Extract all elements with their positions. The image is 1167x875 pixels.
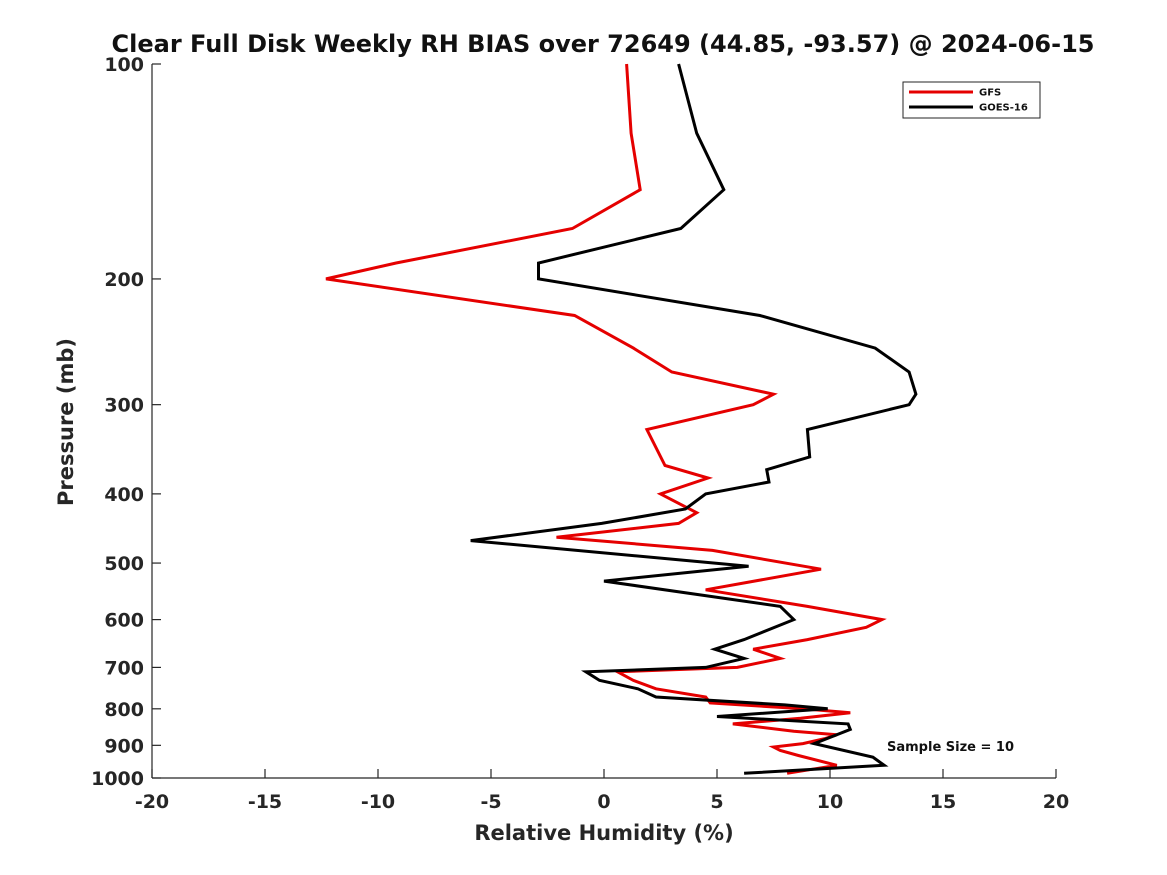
x-tick-label: -15 xyxy=(248,791,282,813)
y-tick-label: 700 xyxy=(104,657,144,679)
y-tick-label: 200 xyxy=(104,269,144,291)
x-tick-label: 15 xyxy=(930,791,956,813)
legend-box xyxy=(902,81,1041,119)
y-tick-label: 400 xyxy=(104,484,144,506)
x-tick-label: 0 xyxy=(597,791,610,813)
y-tick-label: 100 xyxy=(104,54,144,76)
x-axis-label: Relative Humidity (%) xyxy=(474,821,733,845)
y-tick-label: 500 xyxy=(104,553,144,575)
x-tick-label: -5 xyxy=(480,791,501,813)
y-tick-label: 900 xyxy=(104,735,144,757)
series-layer xyxy=(325,63,918,775)
legend-label: GFS xyxy=(979,88,1001,99)
x-tick-label: 10 xyxy=(817,791,843,813)
series-line-goes-16 xyxy=(470,63,918,775)
x-axis: -20 -15 -10 -5 0 5 10 15 20 xyxy=(135,769,1069,813)
y-tick-label: 1000 xyxy=(91,768,144,790)
y-tick-label: 300 xyxy=(104,395,144,417)
y-tick-label: 800 xyxy=(104,699,144,721)
y-axis: 100 200 300 400 500 600 700 800 900 1000 xyxy=(91,54,161,790)
sample-size-annotation: Sample Size = 10 xyxy=(887,740,1014,755)
legend-label: GOES-16 xyxy=(979,103,1028,114)
legend: GFS GOES-16 xyxy=(902,81,1041,119)
series-line-gfs xyxy=(325,63,887,775)
chart-title: Clear Full Disk Weekly RH BIAS over 7264… xyxy=(112,30,1095,58)
y-axis-label: Pressure (mb) xyxy=(54,338,78,506)
x-tick-label: 20 xyxy=(1043,791,1069,813)
y-tick-label: 600 xyxy=(104,610,144,632)
x-tick-label: 5 xyxy=(710,791,723,813)
x-tick-label: -20 xyxy=(135,791,169,813)
x-tick-label: -10 xyxy=(361,791,395,813)
